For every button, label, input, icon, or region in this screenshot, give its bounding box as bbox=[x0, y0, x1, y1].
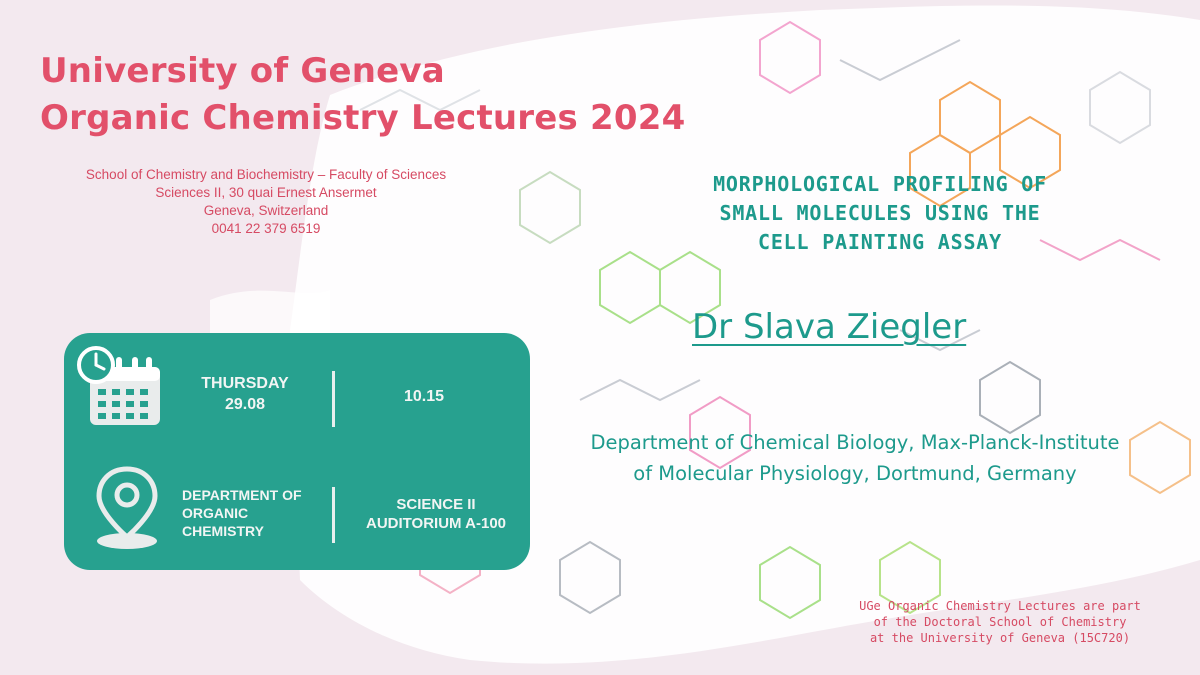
school-name: School of Chemistry and Biochemistry – F… bbox=[85, 167, 447, 182]
department-line3: CHEMISTRY bbox=[182, 523, 264, 539]
talk-title-line2: SMALL MOLECULES USING THE bbox=[719, 201, 1041, 225]
speaker-affiliation: Department of Chemical Biology, Max-Plan… bbox=[560, 427, 1150, 489]
event-date: 29.08 bbox=[224, 396, 266, 413]
event-time: 10.15 bbox=[403, 388, 445, 405]
affiliation-line1: Department of Chemical Biology, Max-Plan… bbox=[590, 431, 1120, 454]
event-day-date: THURSDAY 29.08 bbox=[190, 373, 300, 415]
affiliation-line2: of Molecular Physiology, Dortmund, Germa… bbox=[633, 462, 1077, 485]
header-title-line1: University of Geneva bbox=[40, 51, 445, 91]
decorative-molecules bbox=[359, 20, 1191, 620]
school-address-block: School of Chemistry and Biochemistry – F… bbox=[66, 166, 466, 238]
place-line2: AUDITORIUM A-100 bbox=[365, 515, 507, 532]
department-line1: DEPARTMENT OF bbox=[182, 487, 302, 503]
school-city: Geneva, Switzerland bbox=[203, 203, 329, 218]
talk-title-line3: CELL PAINTING ASSAY bbox=[758, 230, 1002, 254]
place-line1: SCIENCE II bbox=[396, 496, 476, 513]
header-title: University of Geneva Organic Chemistry L… bbox=[40, 48, 685, 142]
divider-dept-place bbox=[332, 487, 335, 543]
event-place: SCIENCE II AUDITORIUM A-100 bbox=[348, 495, 524, 533]
footer-note: UGe Organic Chemistry Lectures are part … bbox=[810, 598, 1190, 646]
event-department: DEPARTMENT OF ORGANIC CHEMISTRY bbox=[182, 486, 332, 540]
event-info-card: THURSDAY 29.08 10.15 DEPARTMENT OF ORGAN… bbox=[64, 333, 530, 570]
speaker-name: Dr Slava Ziegler bbox=[692, 307, 967, 347]
calendar-clock-icon bbox=[77, 346, 160, 425]
footer-line3: at the University of Geneva (15C720) bbox=[869, 631, 1131, 645]
divider-date-time bbox=[332, 371, 335, 427]
talk-title: MORPHOLOGICAL PROFILING OF SMALL MOLECUL… bbox=[600, 170, 1160, 257]
school-street: Sciences II, 30 quai Ernest Ansermet bbox=[155, 185, 377, 200]
event-day: THURSDAY bbox=[201, 375, 289, 392]
department-line2: ORGANIC bbox=[182, 505, 249, 521]
footer-line1: UGe Organic Chemistry Lectures are part bbox=[859, 599, 1141, 613]
footer-line2: of the Doctoral School of Chemistry bbox=[873, 615, 1127, 629]
talk-title-line1: MORPHOLOGICAL PROFILING OF bbox=[713, 172, 1047, 196]
location-pin-icon bbox=[96, 466, 158, 549]
school-phone: 0041 22 379 6519 bbox=[211, 221, 321, 236]
header-title-line2: Organic Chemistry Lectures 2024 bbox=[40, 98, 686, 138]
